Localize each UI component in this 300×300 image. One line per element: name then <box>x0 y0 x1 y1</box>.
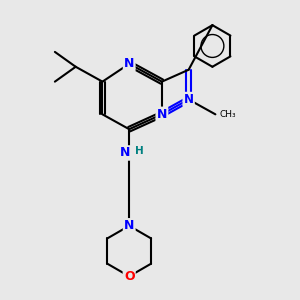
Text: N: N <box>157 108 167 121</box>
Text: O: O <box>124 270 134 283</box>
Text: N: N <box>124 219 134 232</box>
Text: H: H <box>135 146 144 157</box>
Text: CH₃: CH₃ <box>220 110 236 119</box>
Text: N: N <box>119 146 130 160</box>
Text: N: N <box>124 57 134 70</box>
Text: N: N <box>184 93 194 106</box>
